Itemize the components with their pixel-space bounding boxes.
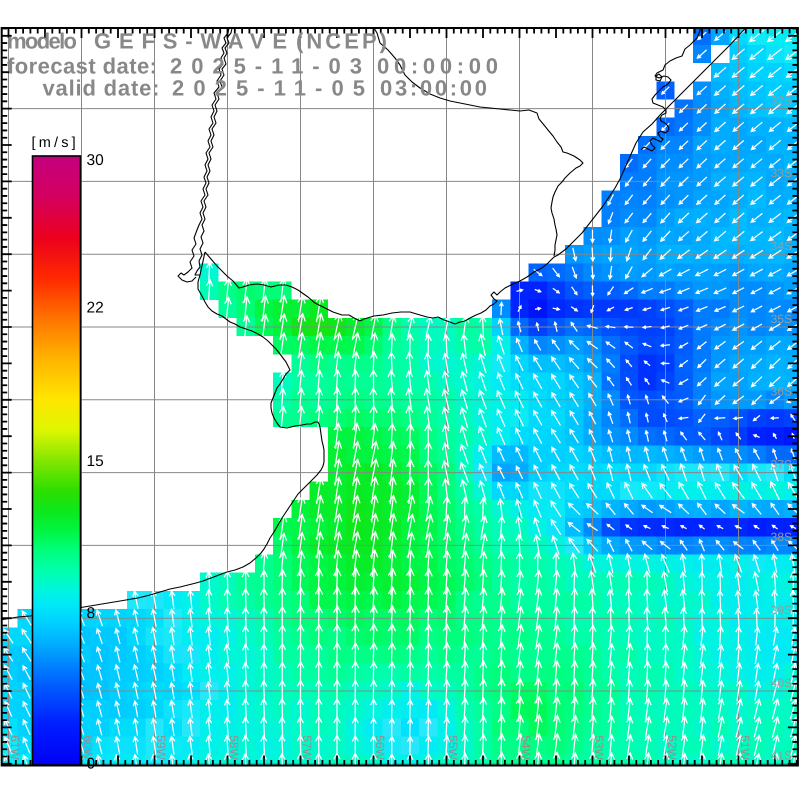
svg-text:36S: 36S — [771, 385, 792, 399]
svg-text:30: 30 — [87, 152, 105, 169]
svg-text:8: 8 — [87, 605, 96, 622]
svg-text:0: 0 — [87, 756, 96, 773]
svg-text:modelo: modelo — [7, 29, 77, 54]
svg-text:33S: 33S — [771, 166, 792, 180]
svg-text:57W: 57W — [300, 735, 314, 760]
svg-text:[m/s]: [m/s] — [32, 135, 79, 151]
svg-text:35S: 35S — [771, 312, 792, 326]
svg-text:56W: 56W — [373, 735, 387, 760]
svg-text:34S: 34S — [771, 239, 792, 253]
svg-text:39S: 39S — [771, 603, 792, 617]
svg-text:valid date:: valid date: — [43, 76, 160, 101]
svg-text:53W: 53W — [592, 735, 606, 760]
svg-text:61W: 61W — [8, 735, 22, 760]
svg-text:GEFS-WAVE: GEFS-WAVE — [94, 29, 287, 54]
svg-text:59W: 59W — [154, 735, 168, 760]
svg-text:54W: 54W — [519, 735, 533, 760]
svg-text:38S: 38S — [771, 530, 792, 544]
svg-text:41S: 41S — [771, 749, 792, 763]
svg-text:55W: 55W — [446, 735, 460, 760]
svg-text:32S: 32S — [771, 93, 792, 107]
svg-text:22: 22 — [87, 300, 104, 317]
svg-text:forecast date:: forecast date: — [7, 54, 157, 79]
svg-text:15: 15 — [87, 453, 104, 470]
svg-text:40S: 40S — [771, 676, 792, 690]
svg-text:60W: 60W — [81, 735, 95, 760]
svg-text:51W: 51W — [738, 735, 752, 760]
svg-text:52W: 52W — [665, 735, 679, 760]
svg-text:37S: 37S — [771, 457, 792, 471]
svg-text:58W: 58W — [227, 735, 241, 760]
